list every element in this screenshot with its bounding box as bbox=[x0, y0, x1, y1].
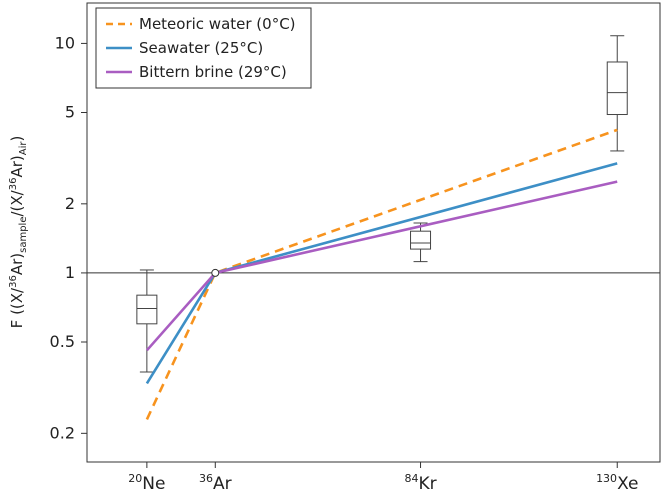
anchor-point bbox=[211, 268, 220, 277]
y-label-part: ) bbox=[8, 136, 26, 142]
y-tick-label: 5 bbox=[65, 102, 75, 121]
boxplot bbox=[606, 35, 628, 152]
x-tick-element: Ar bbox=[213, 474, 232, 494]
x-tick-label: 130Xe bbox=[596, 472, 638, 494]
legend: Meteoric water (0°C) Seawater (25°C) Bitte… bbox=[95, 7, 312, 89]
y-label-part: Ar) bbox=[8, 253, 26, 275]
y-label-sup: 36 bbox=[8, 178, 19, 191]
y-label-sup: 36 bbox=[8, 275, 19, 288]
boxplot-layer bbox=[136, 35, 628, 373]
x-axis: 20Ne 36Ar 84Kr 130Xe bbox=[128, 462, 638, 494]
boxplot-box bbox=[410, 230, 432, 250]
x-tick-mass: 20 bbox=[128, 472, 142, 485]
x-tick-mass: 36 bbox=[199, 472, 213, 485]
y-label-part: F ((X/ bbox=[8, 287, 26, 328]
x-tick-label: 20Ne bbox=[128, 472, 165, 494]
legend-label: Bittern brine (29°C) bbox=[139, 63, 287, 81]
y-label-part: /(X/ bbox=[8, 189, 26, 216]
boxplot bbox=[136, 269, 158, 373]
legend-label: Seawater (25°C) bbox=[139, 39, 263, 57]
y-tick-label: 0.5 bbox=[50, 332, 75, 351]
y-label-sub: sample bbox=[18, 217, 29, 253]
y-label-part: Ar) bbox=[8, 155, 26, 177]
x-tick-label: 84Kr bbox=[404, 472, 436, 494]
legend-label: Meteoric water (0°C) bbox=[139, 15, 296, 33]
series-line bbox=[145, 128, 618, 420]
y-tick-label: 1 bbox=[65, 263, 75, 282]
x-tick-element: Kr bbox=[418, 474, 436, 494]
x-tick-element: Ne bbox=[142, 474, 165, 494]
x-tick-label: 36Ar bbox=[199, 472, 232, 494]
x-tick-mass: 84 bbox=[404, 472, 418, 485]
y-label-sub: Air bbox=[18, 141, 29, 156]
y-tick-label: 2 bbox=[65, 194, 75, 213]
y-tick-label: 10 bbox=[55, 33, 75, 52]
x-tick-mass: 130 bbox=[596, 472, 617, 485]
boxplot-box bbox=[606, 61, 628, 116]
boxplot-box bbox=[136, 294, 158, 325]
series-layer bbox=[145, 128, 618, 420]
x-tick-element: Xe bbox=[617, 474, 638, 494]
y-axis: 0.2 0.5 1 2 5 10 bbox=[50, 33, 87, 442]
y-axis-label: F ((X/36Ar)sample/(X/36Ar)Air) bbox=[8, 136, 29, 329]
y-tick-label: 0.2 bbox=[50, 423, 75, 442]
